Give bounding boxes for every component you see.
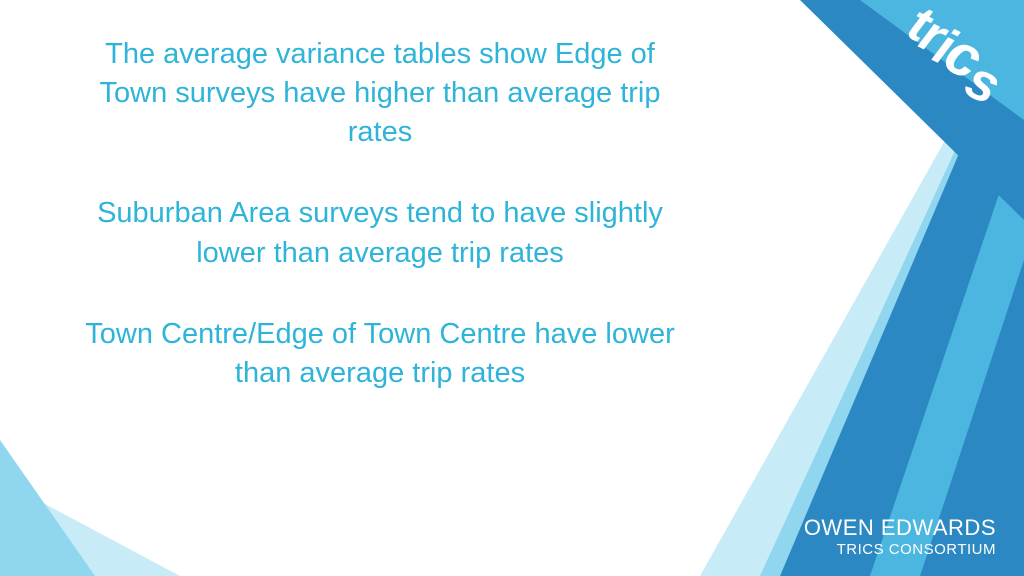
- paragraph-2: Suburban Area surveys tend to have sligh…: [70, 194, 690, 272]
- content-area: The average variance tables show Edge of…: [70, 35, 690, 393]
- paragraph-3: Town Centre/Edge of Town Centre have low…: [70, 315, 690, 393]
- paragraph-1: The average variance tables show Edge of…: [70, 35, 690, 152]
- author-org: TRICS CONSORTIUM: [804, 541, 996, 558]
- footer: OWEN EDWARDS TRICS CONSORTIUM: [804, 515, 996, 558]
- slide: The average variance tables show Edge of…: [0, 0, 1024, 576]
- author-name: OWEN EDWARDS: [804, 515, 996, 541]
